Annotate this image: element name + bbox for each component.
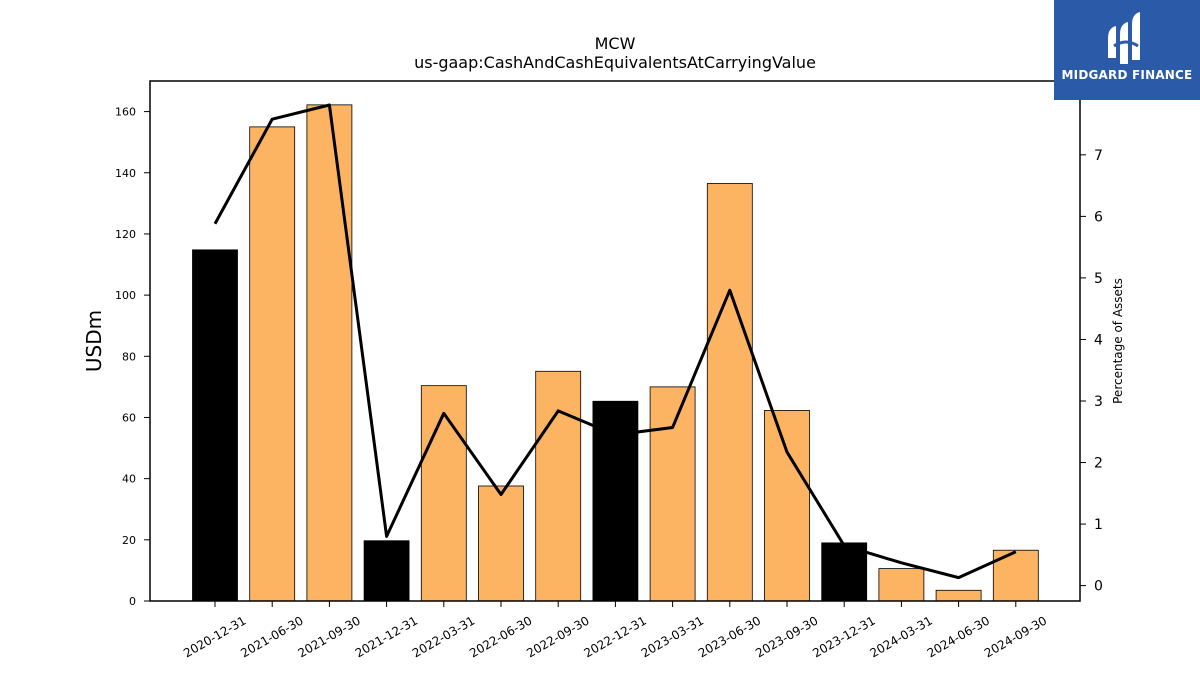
y-tick-label-40: 40 xyxy=(122,473,136,486)
y-tick-label-60: 60 xyxy=(122,411,136,424)
chart-subtitle: us-gaap:CashAndCashEquivalentsAtCarrying… xyxy=(414,53,816,72)
bar-2023-06-30 xyxy=(706,183,753,602)
x-tick-label-2024-06-30: 2024-06-30 xyxy=(925,613,992,660)
y2-tick-label-7: 7 xyxy=(1094,148,1103,164)
x-tick-label-2024-09-30: 2024-09-30 xyxy=(982,613,1049,660)
y-tick-label-20: 20 xyxy=(122,534,136,547)
y2-tick-label-4: 4 xyxy=(1094,332,1103,348)
bar-2021-09-30 xyxy=(306,104,353,602)
x-tick-label-2022-03-31: 2022-03-31 xyxy=(410,613,477,660)
x-tick-label-2024-03-31: 2024-03-31 xyxy=(867,613,934,660)
bar-2023-12-31 xyxy=(821,542,868,602)
bar-2021-06-30 xyxy=(249,126,296,602)
y2-tick-label-2: 2 xyxy=(1094,456,1103,472)
bar-2021-12-31 xyxy=(363,540,410,602)
bar-2023-03-31 xyxy=(649,386,696,602)
bar-2022-09-30 xyxy=(535,370,582,602)
y-tick-label-100: 100 xyxy=(115,289,136,302)
bars-group xyxy=(192,104,1039,602)
logo-mark-icon xyxy=(1108,12,1140,64)
x-tick-label-2022-09-30: 2022-09-30 xyxy=(524,613,591,660)
y-axis-right: 0 1 2 3 4 5 6 7 xyxy=(1080,148,1103,595)
y-tick-label-160: 160 xyxy=(115,106,136,119)
y2-tick-label-5: 5 xyxy=(1094,271,1103,287)
y2-tick-label-1: 1 xyxy=(1094,517,1103,533)
y-tick-label-120: 120 xyxy=(115,228,136,241)
logo-text: MIDGARD FINANCE xyxy=(1061,68,1193,82)
bar-2024-06-30 xyxy=(935,589,982,602)
percentage-line-group xyxy=(213,103,1017,580)
x-tick-label-2023-12-31: 2023-12-31 xyxy=(810,613,877,660)
y2-tick-label-6: 6 xyxy=(1094,209,1103,225)
bar-2022-12-31 xyxy=(592,400,639,602)
x-tick-label-2020-12-31: 2020-12-31 xyxy=(181,613,248,660)
y2-tick-label-0: 0 xyxy=(1094,579,1103,595)
bar-2020-12-31 xyxy=(192,249,238,602)
bar-2023-09-30 xyxy=(764,410,810,602)
y-axis-label: USDm xyxy=(82,310,106,372)
x-tick-label-2023-09-30: 2023-09-30 xyxy=(753,613,820,660)
x-tick-label-2022-06-30: 2022-06-30 xyxy=(467,613,534,660)
y2-tick-label-3: 3 xyxy=(1094,394,1103,410)
bar-2022-06-30 xyxy=(478,485,524,602)
x-axis: 2020-12-312021-06-302021-09-302021-12-31… xyxy=(181,601,1049,660)
x-tick-label-2021-09-30: 2021-09-30 xyxy=(295,613,362,660)
y-tick-label-140: 140 xyxy=(115,167,136,180)
y-axis-left: 0 20 40 60 80 100 120 140 160 xyxy=(115,106,150,608)
brand-logo: MIDGARD FINANCE xyxy=(1054,0,1200,100)
x-tick-label-2022-12-31: 2022-12-31 xyxy=(581,613,648,660)
x-tick-label-2021-12-31: 2021-12-31 xyxy=(353,613,420,660)
bar-2022-03-31 xyxy=(420,385,467,602)
y-tick-label-80: 80 xyxy=(122,350,136,363)
y-tick-label-0: 0 xyxy=(129,595,136,608)
x-tick-label-2023-06-30: 2023-06-30 xyxy=(696,613,763,660)
x-tick-label-2021-06-30: 2021-06-30 xyxy=(238,613,305,660)
chart-title: MCW xyxy=(595,34,636,53)
bar-2024-03-31 xyxy=(878,568,925,602)
y2-axis-label: Percentage of Assets xyxy=(1111,278,1125,404)
x-tick-label-2023-03-31: 2023-03-31 xyxy=(639,613,706,660)
